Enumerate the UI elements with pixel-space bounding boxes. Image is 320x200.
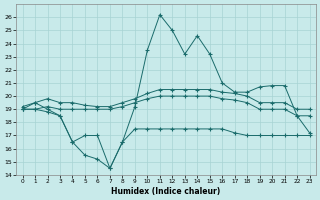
X-axis label: Humidex (Indice chaleur): Humidex (Indice chaleur) (111, 187, 221, 196)
